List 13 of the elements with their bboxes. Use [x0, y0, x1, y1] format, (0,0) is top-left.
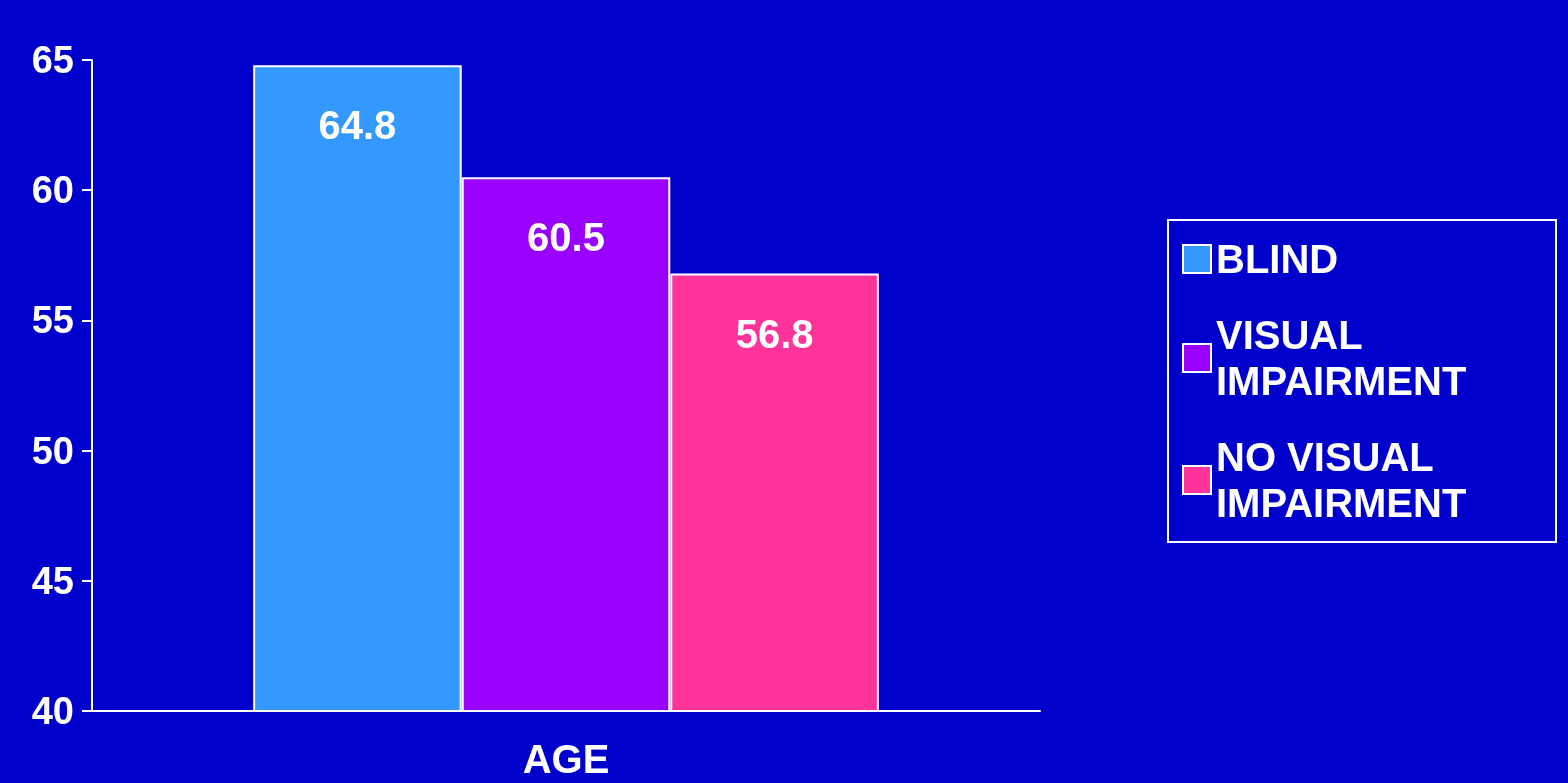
legend-label: BLIND	[1216, 237, 1339, 281]
legend-label: VISUAL IMPAIRMENT	[1216, 313, 1467, 403]
y-tick-label: 60	[31, 169, 74, 212]
data-label: 60.5	[527, 215, 605, 260]
x-tick-label: AGE	[522, 737, 610, 781]
y-tick-label: 55	[31, 299, 74, 342]
y-tick-label: 40	[31, 690, 74, 732]
data-label: 64.8	[318, 103, 397, 148]
data-label: 56.8	[735, 311, 814, 356]
y-tick-label: 65	[31, 39, 74, 81]
y-tick-label: 50	[31, 429, 74, 472]
y-tick-label: 45	[31, 559, 74, 602]
legend-label: NO VISUAL IMPAIRMENT	[1216, 435, 1467, 525]
